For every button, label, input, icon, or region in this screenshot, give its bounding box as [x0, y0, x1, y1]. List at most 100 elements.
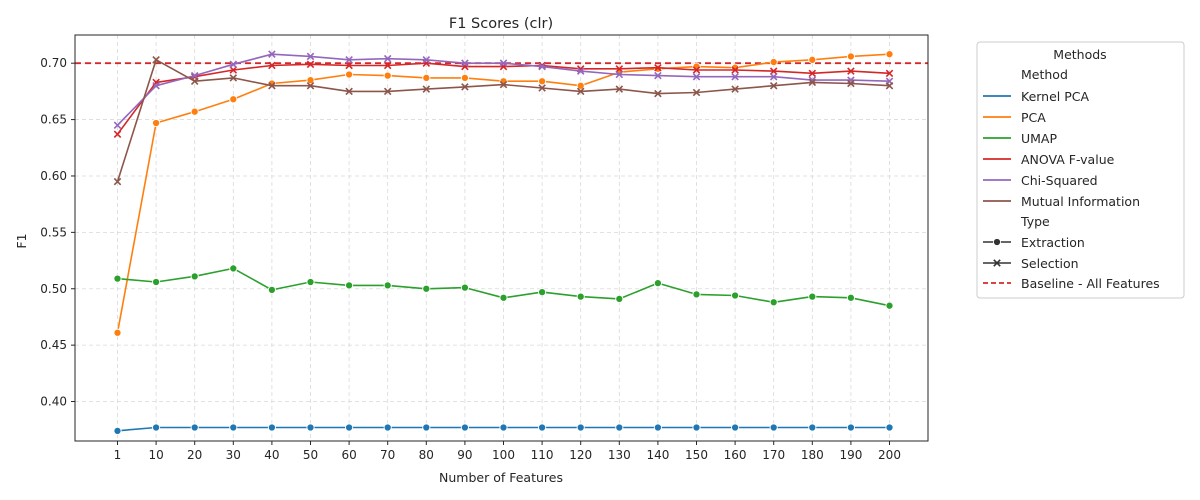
data-point-umap [306, 277, 315, 287]
data-point-mutual-information [113, 177, 122, 186]
y-tick-label: 0.55 [40, 225, 67, 239]
data-point-umap [190, 272, 199, 281]
data-point-kernel-pca [345, 423, 354, 432]
data-point-chi-squared [113, 121, 122, 129]
data-point-kernel-pca [152, 423, 161, 432]
data-point-anova-f-value [306, 60, 315, 69]
y-axis-ticks: 0.40 0.45 0.50 0.55 0.60 0.65 0.70 [40, 56, 75, 409]
data-point-chi-squared [306, 52, 315, 61]
data-point-chi-squared-stroke [229, 60, 238, 69]
series-pca [113, 50, 894, 337]
data-point-chi-squared-stroke [422, 56, 431, 64]
x-tick-label: 1 [114, 448, 122, 462]
data-point-umap [152, 277, 161, 287]
data-point-mutual-information [306, 81, 315, 90]
legend-label-kernel-pca: Kernel PCA [1021, 89, 1090, 104]
data-point-mutual-information [190, 77, 199, 86]
series-mutual-information [113, 56, 894, 186]
data-point-mutual-information [885, 81, 894, 90]
data-point-anova-f-value-stroke [654, 63, 662, 72]
data-point-kernel-pca [846, 423, 855, 432]
y-tick-label: 0.70 [40, 56, 67, 70]
data-point-chi-squared [538, 62, 546, 71]
data-point-anova-f-value-stroke [847, 67, 855, 75]
data-point-umap [422, 284, 431, 293]
data-point-anova-f-value [692, 66, 701, 74]
x-tick-label: 190 [839, 448, 862, 462]
data-point-pca [576, 81, 585, 90]
x-tick-label: 200 [878, 448, 901, 462]
legend-type-entries: Extraction Selection [983, 235, 1085, 271]
data-point-chi-squared [461, 59, 469, 67]
data-point-chi-squared-stroke [190, 71, 199, 80]
data-point-mutual-information-stroke [538, 84, 546, 92]
x-tick-label: 50 [303, 448, 318, 462]
data-point-kernel-pca [615, 423, 624, 432]
data-point-kernel-pca [383, 423, 392, 432]
data-point-chi-squared [152, 81, 160, 90]
x-tick-label: 60 [341, 448, 356, 462]
data-point-kernel-pca [692, 423, 701, 432]
data-point-chi-squared [345, 56, 353, 64]
data-point-anova-f-value [113, 130, 122, 139]
data-point-anova-f-value [808, 69, 817, 78]
series-anova-f-value [113, 59, 894, 139]
data-point-umap [846, 293, 855, 302]
data-point-kernel-pca [769, 423, 778, 432]
data-point-chi-squared-stroke [576, 67, 585, 75]
data-point-pca [538, 77, 547, 86]
data-point-kernel-pca [190, 423, 199, 432]
data-point-chi-squared-stroke [615, 70, 624, 79]
data-point-chi-squared [654, 71, 662, 80]
data-point-mutual-information-stroke [422, 85, 431, 93]
data-point-mutual-information [422, 85, 431, 93]
data-point-anova-f-value [229, 66, 238, 74]
data-point-anova-f-value [615, 65, 624, 73]
legend-type-header: Type [1020, 214, 1050, 229]
data-point-pca [808, 55, 817, 64]
data-point-pca [846, 52, 855, 61]
data-point-chi-squared-stroke [538, 62, 546, 71]
data-point-chi-squared [576, 67, 585, 75]
x-tick-label: 150 [685, 448, 708, 462]
data-point-kernel-pca [113, 426, 122, 435]
data-point-chi-squared-stroke [499, 59, 508, 67]
data-point-pca [769, 58, 778, 67]
legend-label-mutual-information: Mutual Information [1021, 194, 1140, 209]
data-point-kernel-pca [229, 423, 238, 432]
data-point-chi-squared [229, 60, 238, 69]
x-tick-label: 100 [492, 448, 515, 462]
data-point-anova-f-value [847, 67, 855, 75]
data-point-chi-squared [268, 50, 276, 58]
data-point-mutual-information [461, 83, 469, 91]
data-point-mutual-information-stroke [885, 81, 894, 90]
data-point-mutual-information-stroke [306, 81, 315, 90]
legend-label-pca: PCA [1021, 110, 1046, 125]
data-point-umap [692, 290, 701, 299]
data-point-umap [653, 279, 662, 288]
data-point-mutual-information-stroke [461, 83, 469, 91]
data-point-chi-squared [383, 54, 392, 63]
data-point-kernel-pca [460, 423, 469, 432]
data-point-chi-squared-stroke [152, 81, 160, 90]
data-point-pca [152, 118, 161, 128]
data-point-pca [190, 107, 199, 116]
legend-box [976, 41, 1185, 299]
y-tick-label: 0.40 [40, 395, 67, 409]
data-point-chi-squared [615, 70, 624, 79]
data-point-chi-squared [731, 72, 739, 81]
data-point-anova-f-value [268, 61, 276, 70]
data-point-anova-f-value-stroke [383, 61, 392, 70]
data-point-mutual-information [345, 87, 353, 96]
data-point-umap [731, 291, 740, 300]
data-point-pca [113, 328, 122, 337]
data-point-umap [885, 301, 894, 310]
legend-label-umap: UMAP [1021, 131, 1057, 146]
data-point-kernel-pca [808, 423, 817, 432]
data-point-mutual-information-stroke [769, 81, 778, 90]
data-point-umap [615, 294, 624, 303]
data-point-anova-f-value-stroke [306, 60, 315, 69]
legend-type-label-extraction: Extraction [1021, 235, 1085, 250]
data-point-chi-squared-stroke [461, 59, 469, 67]
data-point-mutual-information-stroke [190, 77, 199, 86]
